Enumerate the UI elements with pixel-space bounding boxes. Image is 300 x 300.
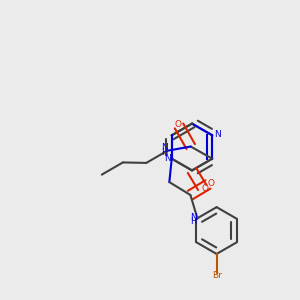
Text: H: H [190, 218, 196, 226]
Text: O: O [174, 120, 181, 129]
Text: N: N [161, 143, 168, 152]
Text: Br: Br [212, 271, 221, 280]
Text: N: N [214, 130, 220, 139]
Text: N: N [164, 154, 171, 163]
Text: O: O [201, 184, 208, 193]
Text: H: H [161, 148, 167, 157]
Text: O: O [207, 179, 214, 188]
Text: N: N [190, 213, 196, 222]
